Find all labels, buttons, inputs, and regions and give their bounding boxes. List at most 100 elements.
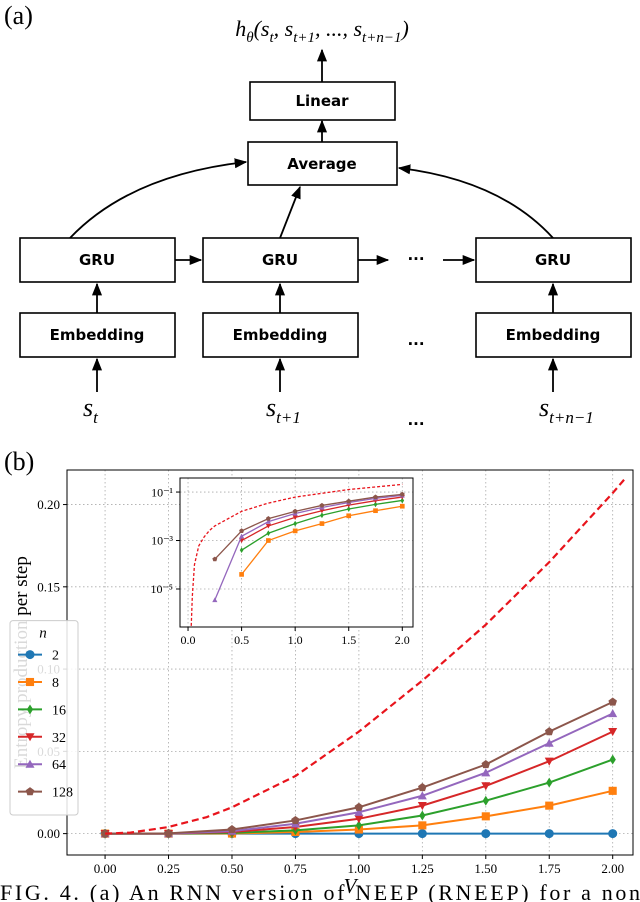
symbol: s bbox=[266, 393, 276, 422]
marker bbox=[319, 508, 325, 514]
marker bbox=[212, 556, 218, 562]
marker bbox=[544, 829, 554, 839]
gap: ··· bbox=[407, 250, 424, 268]
output-formula: hθ(st, st+1, ..., st+n−1) bbox=[235, 16, 409, 46]
series-line bbox=[214, 494, 403, 601]
marker bbox=[481, 782, 491, 791]
x-tick-label: 1.25 bbox=[411, 861, 434, 876]
input-symbol: st bbox=[83, 393, 99, 427]
marker bbox=[482, 795, 489, 806]
formula-part: (s bbox=[254, 16, 270, 41]
x-tick-label: 0.50 bbox=[221, 861, 244, 876]
gap: ... bbox=[407, 331, 424, 349]
marker bbox=[399, 503, 405, 509]
marker bbox=[212, 597, 218, 603]
marker bbox=[354, 802, 364, 811]
x-tick-label: 0.5 bbox=[234, 633, 249, 647]
marker bbox=[239, 572, 244, 577]
x-tick-label: 0.00 bbox=[94, 861, 117, 876]
marker bbox=[608, 829, 618, 839]
marker bbox=[481, 768, 491, 777]
box-label: Average bbox=[287, 155, 356, 173]
marker bbox=[417, 829, 427, 839]
marker bbox=[292, 508, 298, 514]
x-tick-label: 1.0 bbox=[288, 633, 303, 647]
marker bbox=[419, 810, 426, 821]
marker bbox=[25, 759, 35, 768]
box-label: Linear bbox=[295, 92, 349, 110]
marker bbox=[400, 497, 405, 504]
x-tick-label: 1.75 bbox=[538, 861, 561, 876]
legend-label: 16 bbox=[52, 703, 66, 718]
x-tick-label: 2.00 bbox=[601, 861, 624, 876]
formula-part: ) bbox=[399, 16, 408, 41]
arrows bbox=[69, 48, 559, 392]
marker bbox=[609, 754, 616, 765]
box-label: GRU bbox=[535, 251, 571, 269]
marker bbox=[293, 520, 297, 527]
box-label: GRU bbox=[262, 251, 298, 269]
marker bbox=[238, 533, 245, 539]
marker bbox=[265, 516, 271, 521]
y-tick-label: 0.20 bbox=[37, 497, 60, 512]
x-tick-label: 1.00 bbox=[348, 861, 371, 876]
marker bbox=[239, 528, 245, 533]
marker bbox=[481, 760, 491, 769]
input-symbol: st+1 bbox=[266, 393, 301, 427]
subscript: t+n−1 bbox=[549, 408, 594, 427]
marker bbox=[355, 820, 363, 831]
box-label: Embedding bbox=[50, 326, 145, 344]
plot-area bbox=[180, 478, 413, 627]
marker bbox=[418, 783, 427, 792]
marker bbox=[26, 704, 34, 715]
marker bbox=[25, 677, 35, 687]
marker bbox=[25, 787, 35, 796]
marker bbox=[164, 828, 173, 837]
x-tick-label: 0.75 bbox=[284, 861, 307, 876]
formula-part: h bbox=[235, 16, 246, 41]
marker bbox=[265, 519, 271, 524]
marker bbox=[25, 650, 35, 660]
y-tick-label: 10⁻³ bbox=[151, 534, 173, 548]
marker bbox=[346, 506, 351, 512]
box-label: Embedding bbox=[506, 326, 601, 344]
subscript: t+n−1 bbox=[362, 30, 401, 46]
y-tick-label: 10⁻¹ bbox=[151, 485, 173, 499]
panel-label: (b) bbox=[4, 447, 34, 476]
marker bbox=[608, 786, 617, 795]
marker bbox=[239, 547, 244, 554]
marker bbox=[418, 821, 427, 830]
x-tick-label: 0.0 bbox=[181, 633, 196, 647]
axes-frame bbox=[179, 477, 414, 628]
marker bbox=[544, 757, 554, 766]
x-axis-label: V bbox=[344, 874, 359, 898]
marker bbox=[373, 508, 378, 514]
x-tick-label: 0.25 bbox=[157, 861, 180, 876]
marker bbox=[319, 502, 325, 508]
box-label: GRU bbox=[79, 251, 115, 269]
marker bbox=[292, 515, 298, 520]
marker bbox=[608, 728, 618, 737]
symbol: s bbox=[83, 393, 93, 422]
marker bbox=[354, 807, 364, 816]
symbol: s bbox=[539, 393, 549, 422]
subscript: t+1 bbox=[276, 408, 301, 427]
legend-label: 64 bbox=[52, 758, 66, 773]
average-box bbox=[247, 141, 398, 186]
box-label: Embedding bbox=[233, 326, 328, 344]
marker bbox=[291, 815, 300, 825]
marker bbox=[481, 812, 490, 821]
marker bbox=[546, 777, 553, 788]
gru-box bbox=[19, 237, 176, 283]
marker bbox=[399, 491, 405, 497]
marker bbox=[373, 501, 378, 508]
marker bbox=[608, 709, 618, 718]
marker bbox=[346, 498, 352, 504]
legend-label: 2 bbox=[52, 649, 59, 664]
legend-title: n bbox=[39, 626, 47, 642]
legend-label: 8 bbox=[52, 676, 59, 691]
embedding-box bbox=[475, 312, 632, 358]
marker bbox=[545, 801, 554, 810]
series-line bbox=[214, 493, 403, 560]
